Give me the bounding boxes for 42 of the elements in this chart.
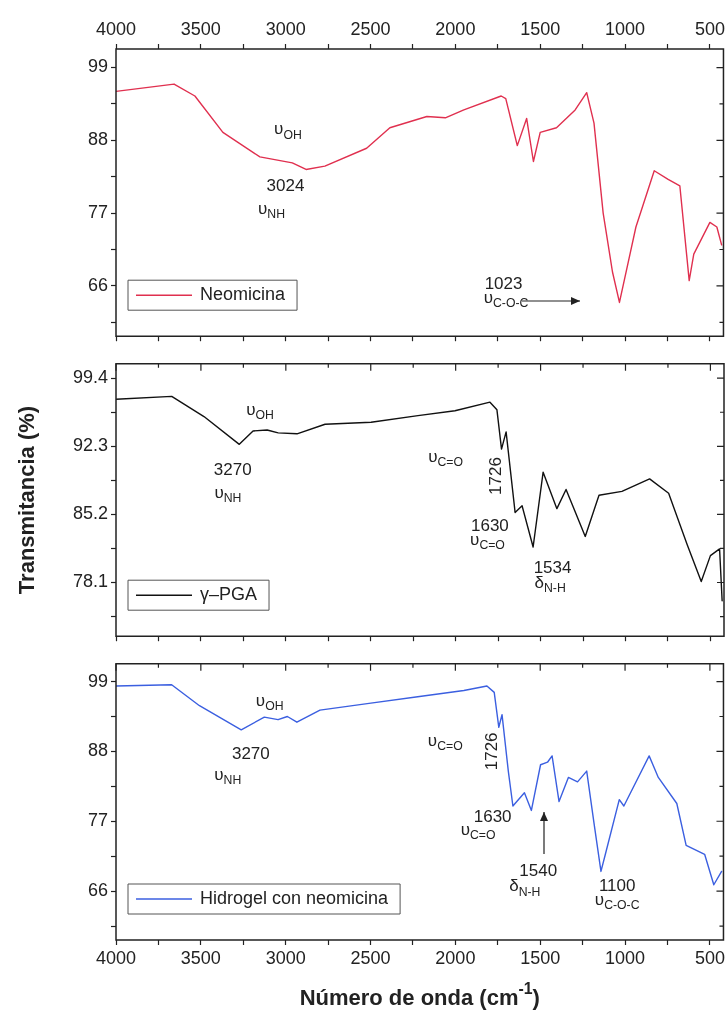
x2-tick-label: 2500	[350, 19, 391, 40]
y-tick-label: 66	[87, 274, 108, 295]
annotation: 1540	[519, 861, 558, 881]
x-tick-label: 2000	[435, 947, 476, 968]
y-tick-label: 88	[87, 129, 108, 150]
x-tick-label: 1000	[605, 947, 646, 968]
annotation: 1630	[471, 515, 509, 535]
y-tick-label: 78.1	[72, 571, 108, 592]
annotation: 1534	[533, 557, 572, 577]
annotation: 3024	[266, 175, 305, 195]
x2-tick-label: 500	[694, 19, 725, 40]
annotation: 3270	[231, 744, 270, 764]
y-axis-title: Transmitancia (%)	[14, 405, 40, 595]
x2-tick-label: 2000	[435, 19, 476, 40]
y-tick-label: 99.4	[72, 367, 108, 388]
x2-tick-label: 3000	[265, 19, 306, 40]
y-tick-label: 99	[87, 670, 108, 691]
annotation: 3270	[213, 460, 252, 479]
annotation: 1100	[598, 876, 636, 896]
x2-tick-label: 1000	[605, 19, 646, 40]
annotation: 1023	[484, 274, 523, 294]
y-tick-label: 92.3	[72, 435, 108, 456]
x-tick-label: 500	[694, 947, 725, 968]
annotation: 1726	[486, 457, 506, 495]
x-tick-label: 2500	[350, 947, 391, 968]
y-tick-label: 85.2	[72, 503, 108, 524]
y-tick-label: 66	[87, 880, 108, 901]
x-tick-label: 1500	[520, 947, 561, 968]
y-tick-label: 77	[87, 810, 108, 831]
x-tick-label: 3000	[265, 947, 306, 968]
x-tick-label: 3500	[180, 947, 221, 968]
x2-tick-label: 1500	[520, 19, 561, 40]
legend-label: Neomicina	[200, 284, 287, 305]
y-tick-label: 77	[87, 202, 108, 223]
x2-tick-label: 4000	[95, 19, 137, 40]
y-tick-label: 88	[87, 740, 108, 761]
legend-label: γ–PGA	[200, 584, 258, 605]
annotation: 1726	[482, 732, 502, 771]
y-tick-label: 99	[87, 56, 108, 77]
legend-label: Hidrogel con neomicina	[200, 887, 390, 908]
x-tick-label: 4000	[95, 947, 137, 968]
x2-tick-label: 3500	[180, 19, 221, 40]
